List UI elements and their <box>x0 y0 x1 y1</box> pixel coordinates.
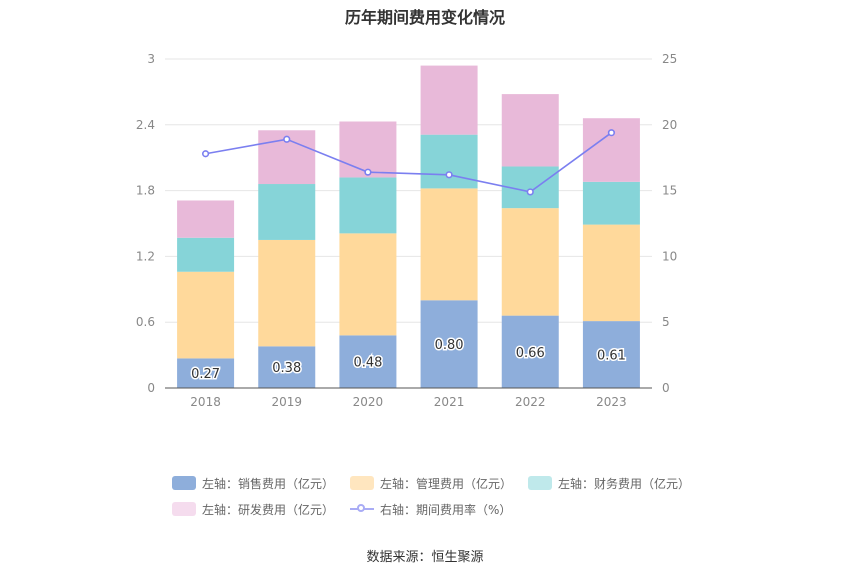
legend-label-rate: 右轴：期间费用率（%） <box>380 502 512 517</box>
legend-line-rate-icon <box>350 502 375 516</box>
bar-segment <box>420 134 478 189</box>
bar-segment <box>420 300 478 388</box>
chart-legend: 左轴：销售费用（亿元） 左轴：管理费用（亿元） 左轴：财务费用（亿元） 左轴：研… <box>172 470 692 522</box>
bar-segment <box>258 239 316 347</box>
right-tick-label: 20 <box>662 118 677 132</box>
rate-point <box>201 150 210 158</box>
legend-item-rd[interactable]: 左轴：研发费用（亿元） <box>172 501 334 518</box>
bar-segment <box>258 346 316 388</box>
right-tick-label: 15 <box>662 184 677 198</box>
x-tick-label: 2022 <box>515 395 546 409</box>
bar-segment <box>582 224 640 322</box>
bar-data-label: 0.27 <box>191 367 220 382</box>
bar-segment <box>582 118 640 182</box>
x-tick-label: 2023 <box>596 395 627 409</box>
bar-data-label: 0.80 <box>435 338 464 353</box>
x-tick-label: 2018 <box>190 395 221 409</box>
legend-label-admin: 左轴：管理费用（亿元） <box>380 476 513 491</box>
chart-title: 历年期间费用变化情况 <box>344 8 505 27</box>
left-tick-label: 3 <box>147 52 155 66</box>
x-tick-label: 2021 <box>434 395 465 409</box>
legend-item-rate[interactable]: 右轴：期间费用率（%） <box>350 501 511 518</box>
bar-segment <box>339 177 397 234</box>
bar-segment <box>501 208 559 316</box>
legend-label-finance: 左轴：财务费用（亿元） <box>558 476 691 491</box>
legend-item-finance[interactable]: 左轴：财务费用（亿元） <box>528 475 690 492</box>
left-tick-label: 1.8 <box>136 184 155 198</box>
left-tick-label: 0.6 <box>136 315 155 329</box>
bar-segment <box>177 358 235 388</box>
rate-point <box>283 135 291 143</box>
rate-point <box>607 129 616 137</box>
bar-segment <box>582 181 640 225</box>
left-tick-label: 1.2 <box>136 249 155 263</box>
legend-item-sales[interactable]: 左轴：销售费用（亿元） <box>172 475 334 492</box>
x-tick-label: 2020 <box>353 395 384 409</box>
x-tick-label: 2019 <box>271 395 302 409</box>
legend-swatch-sales <box>172 476 196 490</box>
bar-segment <box>339 335 397 388</box>
right-tick-label: 5 <box>662 315 670 329</box>
bar-segment <box>339 233 397 336</box>
bar-segment <box>420 65 478 135</box>
bar-segment <box>339 121 397 178</box>
right-tick-label: 0 <box>662 381 670 395</box>
rate-line <box>205 132 612 193</box>
legend-swatch-rd <box>172 502 196 516</box>
bar-data-label: 0.38 <box>272 361 301 376</box>
legend-label-rd: 左轴：研发费用（亿元） <box>202 502 335 517</box>
bar-segment <box>258 184 316 240</box>
data-source: 数据来源：恒生聚源 <box>366 550 484 565</box>
bar-data-label: 0.48 <box>353 356 382 371</box>
bar-segment <box>177 271 235 359</box>
bar-segment <box>501 315 559 388</box>
bar-data-label: 0.66 <box>516 346 545 361</box>
rate-point <box>526 188 534 196</box>
legend-swatch-admin <box>350 476 375 490</box>
legend-swatch-finance <box>528 476 553 490</box>
rate-point <box>364 168 372 176</box>
bar-segment <box>177 200 235 238</box>
bar-segment <box>501 94 559 167</box>
right-tick-label: 25 <box>662 52 677 66</box>
left-tick-label: 2.4 <box>136 118 155 132</box>
bar-segment <box>177 237 235 272</box>
left-tick-label: 0 <box>147 381 155 395</box>
legend-item-admin[interactable]: 左轴：管理费用（亿元） <box>350 475 512 492</box>
bar-segment <box>582 321 640 388</box>
bar-segment <box>420 188 478 301</box>
legend-label-sales: 左轴：销售费用（亿元） <box>202 476 335 491</box>
right-tick-label: 10 <box>662 249 677 263</box>
rate-point <box>445 171 453 179</box>
bar-data-label: 0.61 <box>597 349 626 364</box>
